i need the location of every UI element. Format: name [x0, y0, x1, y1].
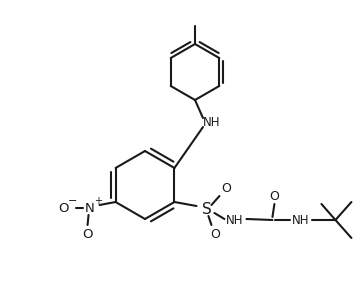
- Text: O: O: [222, 182, 231, 194]
- Text: O: O: [211, 227, 220, 241]
- Text: −: −: [68, 196, 77, 206]
- Text: NH: NH: [292, 215, 309, 227]
- Text: O: O: [269, 190, 279, 202]
- Text: NH: NH: [226, 213, 243, 227]
- Text: O: O: [82, 229, 93, 241]
- Text: S: S: [202, 202, 211, 218]
- Text: NH: NH: [203, 117, 221, 129]
- Text: N: N: [85, 201, 94, 215]
- Text: +: +: [93, 196, 102, 206]
- Text: O: O: [58, 201, 69, 215]
